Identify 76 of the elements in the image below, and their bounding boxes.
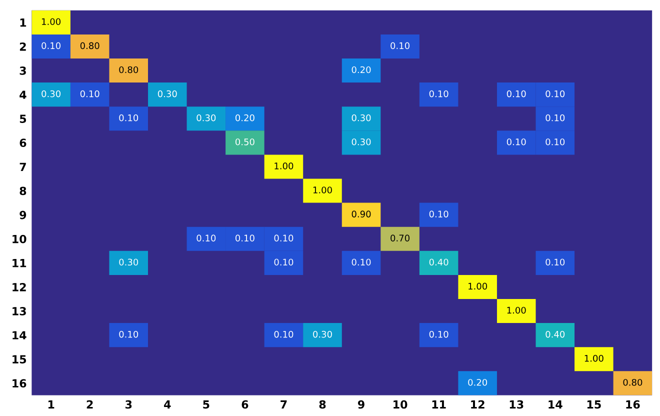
- data-label: 0.10: [429, 90, 448, 98]
- x-tick-label: 9: [358, 400, 364, 409]
- x-tick-label: 6: [242, 400, 248, 409]
- y-tick-label: 9: [20, 210, 26, 220]
- y-tick-label: 10: [12, 234, 26, 244]
- data-label: 1.00: [313, 186, 332, 194]
- data-label: 0.30: [352, 114, 371, 122]
- data-label: 0.90: [352, 210, 371, 218]
- data-label: 0.10: [546, 114, 565, 122]
- x-tick-label: 1: [48, 400, 54, 409]
- x-tick-label: 12: [471, 400, 484, 409]
- y-tick-label: 6: [20, 138, 26, 148]
- y-tick-label: 13: [12, 307, 26, 316]
- data-label: 0.20: [468, 378, 488, 386]
- data-label: 0.10: [274, 330, 294, 338]
- x-tick-label: 4: [164, 400, 171, 409]
- y-tick-label: 4: [20, 90, 26, 99]
- x-tick-label: 13: [510, 400, 524, 409]
- data-label: 0.30: [196, 114, 216, 122]
- data-label: 0.50: [235, 138, 254, 146]
- data-label: 0.10: [196, 234, 216, 242]
- data-label: 0.10: [506, 138, 526, 146]
- data-label: 0.30: [158, 90, 177, 98]
- data-label: 0.10: [429, 330, 448, 338]
- data-label: 0.80: [623, 378, 642, 386]
- x-tick-label: 5: [203, 400, 210, 409]
- data-label: 0.40: [546, 330, 565, 338]
- data-label: 1.00: [507, 306, 526, 314]
- y-tick-label: 2: [20, 42, 26, 51]
- data-label: 0.10: [119, 114, 138, 122]
- x-tick-label: 8: [319, 400, 326, 409]
- data-label: 0.10: [352, 258, 371, 266]
- data-label: 0.20: [235, 114, 254, 122]
- data-label: 0.10: [429, 210, 448, 218]
- data-label: 0.20: [352, 66, 371, 74]
- data-label: 0.30: [352, 138, 371, 146]
- data-label: 0.10: [274, 234, 294, 242]
- data-label: 0.10: [119, 330, 138, 338]
- y-tick-label: 16: [12, 379, 26, 388]
- y-tick-label: 3: [20, 66, 26, 75]
- x-tick-label: 7: [280, 400, 287, 409]
- y-tick-label: 12: [12, 282, 26, 292]
- y-tick-label: 15: [12, 355, 26, 364]
- data-label: 0.40: [429, 258, 448, 266]
- data-label: 0.10: [390, 42, 410, 50]
- y-tick-label: 14: [12, 331, 26, 340]
- data-label: 0.80: [119, 66, 138, 74]
- data-label: 0.30: [42, 90, 61, 98]
- x-tick-label: 10: [394, 400, 408, 409]
- y-tick-label: 7: [20, 162, 26, 171]
- x-tick-label: 11: [432, 400, 446, 409]
- x-tick-label: 15: [587, 400, 601, 409]
- data-label: 0.30: [313, 330, 332, 338]
- data-label: 0.80: [80, 42, 100, 50]
- data-label: 0.10: [235, 234, 254, 242]
- data-label: 1.00: [468, 282, 488, 290]
- x-tick-label: 14: [548, 400, 562, 409]
- y-tick-label: 11: [12, 259, 26, 268]
- data-label: 0.10: [546, 138, 565, 146]
- data-label: 0.10: [42, 42, 61, 50]
- data-label: 0.10: [274, 258, 294, 266]
- data-label: 0.70: [390, 234, 410, 242]
- data-label: 0.10: [546, 258, 565, 266]
- x-tick-label: 3: [125, 400, 132, 409]
- data-label: 0.10: [546, 90, 565, 98]
- x-tick-label: 2: [86, 400, 93, 409]
- x-tick-label: 16: [626, 400, 640, 409]
- y-tick-label: 1: [20, 18, 26, 27]
- data-label: 0.10: [506, 90, 526, 98]
- data-label: 0.10: [80, 90, 100, 98]
- data-label: 1.00: [274, 162, 294, 170]
- data-label: 0.30: [119, 258, 138, 266]
- data-label: 1.00: [42, 18, 61, 26]
- y-tick-label: 8: [20, 186, 26, 196]
- data-label: 1.00: [584, 354, 604, 362]
- y-tick-label: 5: [20, 114, 26, 124]
